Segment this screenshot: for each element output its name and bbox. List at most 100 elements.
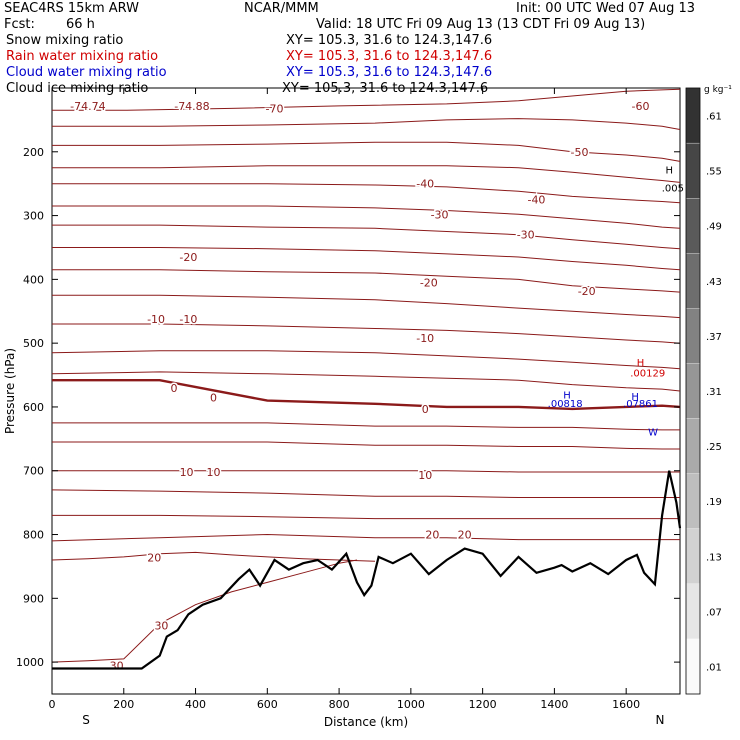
temperature-contour-7: [52, 247, 681, 271]
colorbar-label-7: .43: [706, 277, 722, 288]
contour-label-13: -10: [179, 313, 197, 326]
x-tick-label-1: 200: [113, 698, 134, 711]
contour-label-12: -10: [147, 313, 165, 326]
temperature-contour-5: [52, 205, 681, 229]
colorbar-label-8: .49: [706, 222, 722, 233]
y-tick-label-7: 900: [23, 592, 44, 605]
temperature-contour-4: [52, 183, 681, 204]
temperature-contour-13: [52, 379, 681, 411]
x-axis-title: Distance (km): [324, 715, 408, 729]
extremum-marker-8: W: [648, 428, 658, 439]
colorbar-label-6: .37: [706, 332, 722, 343]
y-tick-label-6: 800: [23, 529, 44, 542]
field-rain-name: Rain water mixing ratio: [6, 49, 159, 64]
colorbar-bin-5: [685, 363, 701, 419]
contour-label-20: 10: [418, 469, 432, 482]
contour-label-16: 0: [210, 391, 217, 404]
temperature-contour-19: [51, 533, 680, 542]
y-tick-label-0: 200: [23, 146, 44, 159]
colorbar-bin-6: [685, 308, 701, 364]
temperature-contour-9: [52, 294, 681, 319]
colorbar-unit: g kg⁻¹: [704, 85, 732, 95]
colorbar-label-0: .01: [706, 662, 722, 673]
colorbar-bin-3: [685, 473, 701, 529]
temperature-contour-2: [52, 141, 681, 162]
temperature-contour-21: [51, 559, 358, 663]
colorbar-label-5: .31: [706, 387, 722, 398]
x-tick-label-2: 400: [185, 698, 206, 711]
temperature-contour-18: [52, 514, 680, 520]
forecast-label: Fcst:: [4, 17, 35, 32]
x-tick-label-8: 1600: [612, 698, 640, 711]
colorbar-bin-2: [685, 528, 701, 584]
contour-label-19: 10: [206, 466, 220, 479]
y-tick-label-1: 300: [23, 210, 44, 223]
contour-label-25: 30: [110, 659, 124, 672]
colorbar-frame: [685, 87, 701, 695]
y-axis-title: Pressure (hPa): [3, 348, 17, 434]
center-label: NCAR/MMM: [244, 1, 319, 16]
temperature-contour-20: [51, 551, 376, 562]
y-tick-label-2: 400: [23, 273, 44, 286]
contour-label-18: 10: [180, 466, 194, 479]
extremum-marker-4: H: [563, 391, 571, 402]
temperature-contour-11: [51, 350, 681, 370]
temperature-contour-15: [52, 441, 680, 450]
field-snow-name: Snow mixing ratio: [6, 33, 124, 48]
direction-south-label: S: [82, 713, 90, 727]
extremum-marker-6: H: [631, 392, 639, 403]
y-tick-label-3: 500: [23, 337, 44, 350]
contour-label-2: -70: [266, 102, 284, 115]
temperature-contour-6: [52, 224, 681, 250]
temperature-contour-14: [52, 422, 680, 431]
model-title: SEAC4RS 15km ARW: [4, 1, 140, 16]
temperature-contour-16: [52, 470, 680, 473]
field-snow-xy: XY= 105.3, 31.6 to 124.3,147.6: [286, 33, 493, 48]
colorbar-label-2: .13: [706, 552, 722, 563]
contour-label-22: 20: [458, 529, 472, 542]
extremum-marker-7: .07861: [623, 399, 658, 410]
contour-label-3: -60: [632, 100, 650, 113]
contour-label-10: -20: [420, 277, 438, 290]
contour-label-4: -50: [571, 146, 589, 159]
temperature-contour-10: [52, 323, 681, 344]
colorbar-bin-4: [685, 418, 701, 474]
temperature-contour-0: [52, 88, 681, 111]
contour-label-1: -74.88: [174, 100, 209, 113]
plot-frame: [51, 87, 681, 695]
field-cloudwater-name: Cloud water mixing ratio: [6, 65, 167, 80]
extremum-marker-3: .00129: [630, 368, 665, 379]
contour-label-8: -30: [517, 229, 535, 242]
colorbar-bin-9: [685, 142, 701, 199]
contour-label-6: -40: [527, 194, 545, 207]
colorbar-label-3: .19: [706, 497, 722, 508]
valid-time: Valid: 18 UTC Fri 09 Aug 13 (13 CDT Fri …: [316, 17, 646, 32]
x-tick-label-7: 1400: [540, 698, 568, 711]
colorbar-label-9: .55: [706, 167, 722, 178]
field-cloudwater-xy: XY= 105.3, 31.6 to 124.3,147.6: [286, 65, 493, 80]
x-tick-label-5: 1000: [397, 698, 425, 711]
colorbar-bin-10: [685, 87, 701, 144]
colorbar-bin-1: [685, 583, 701, 640]
contour-label-15: 0: [171, 382, 178, 395]
contour-label-7: -30: [431, 208, 449, 221]
contour-label-21: 20: [425, 529, 439, 542]
temperature-contour-3: [52, 165, 681, 183]
x-tick-label-0: 0: [49, 698, 56, 711]
x-tick-label-4: 800: [329, 698, 350, 711]
terrain-line: [52, 470, 682, 670]
extremum-marker-0: H: [665, 165, 673, 176]
temperature-contour-8: [52, 269, 681, 293]
contour-label-17: 0: [422, 403, 429, 416]
direction-north-label: N: [656, 713, 665, 727]
y-tick-label-4: 600: [23, 401, 44, 414]
colorbar-bin-8: [685, 198, 701, 254]
contour-label-9: -20: [179, 251, 197, 264]
colorbar-label-1: .07: [706, 607, 722, 618]
init-time: Init: 00 UTC Wed 07 Aug 13: [516, 1, 696, 16]
extremum-marker-5: .00818: [548, 399, 583, 410]
y-tick-label-8: 1000: [16, 656, 44, 669]
colorbar-bin-0: [685, 638, 701, 695]
colorbar-label-10: .61: [706, 112, 722, 123]
colorbar-label-4: .25: [706, 442, 722, 453]
